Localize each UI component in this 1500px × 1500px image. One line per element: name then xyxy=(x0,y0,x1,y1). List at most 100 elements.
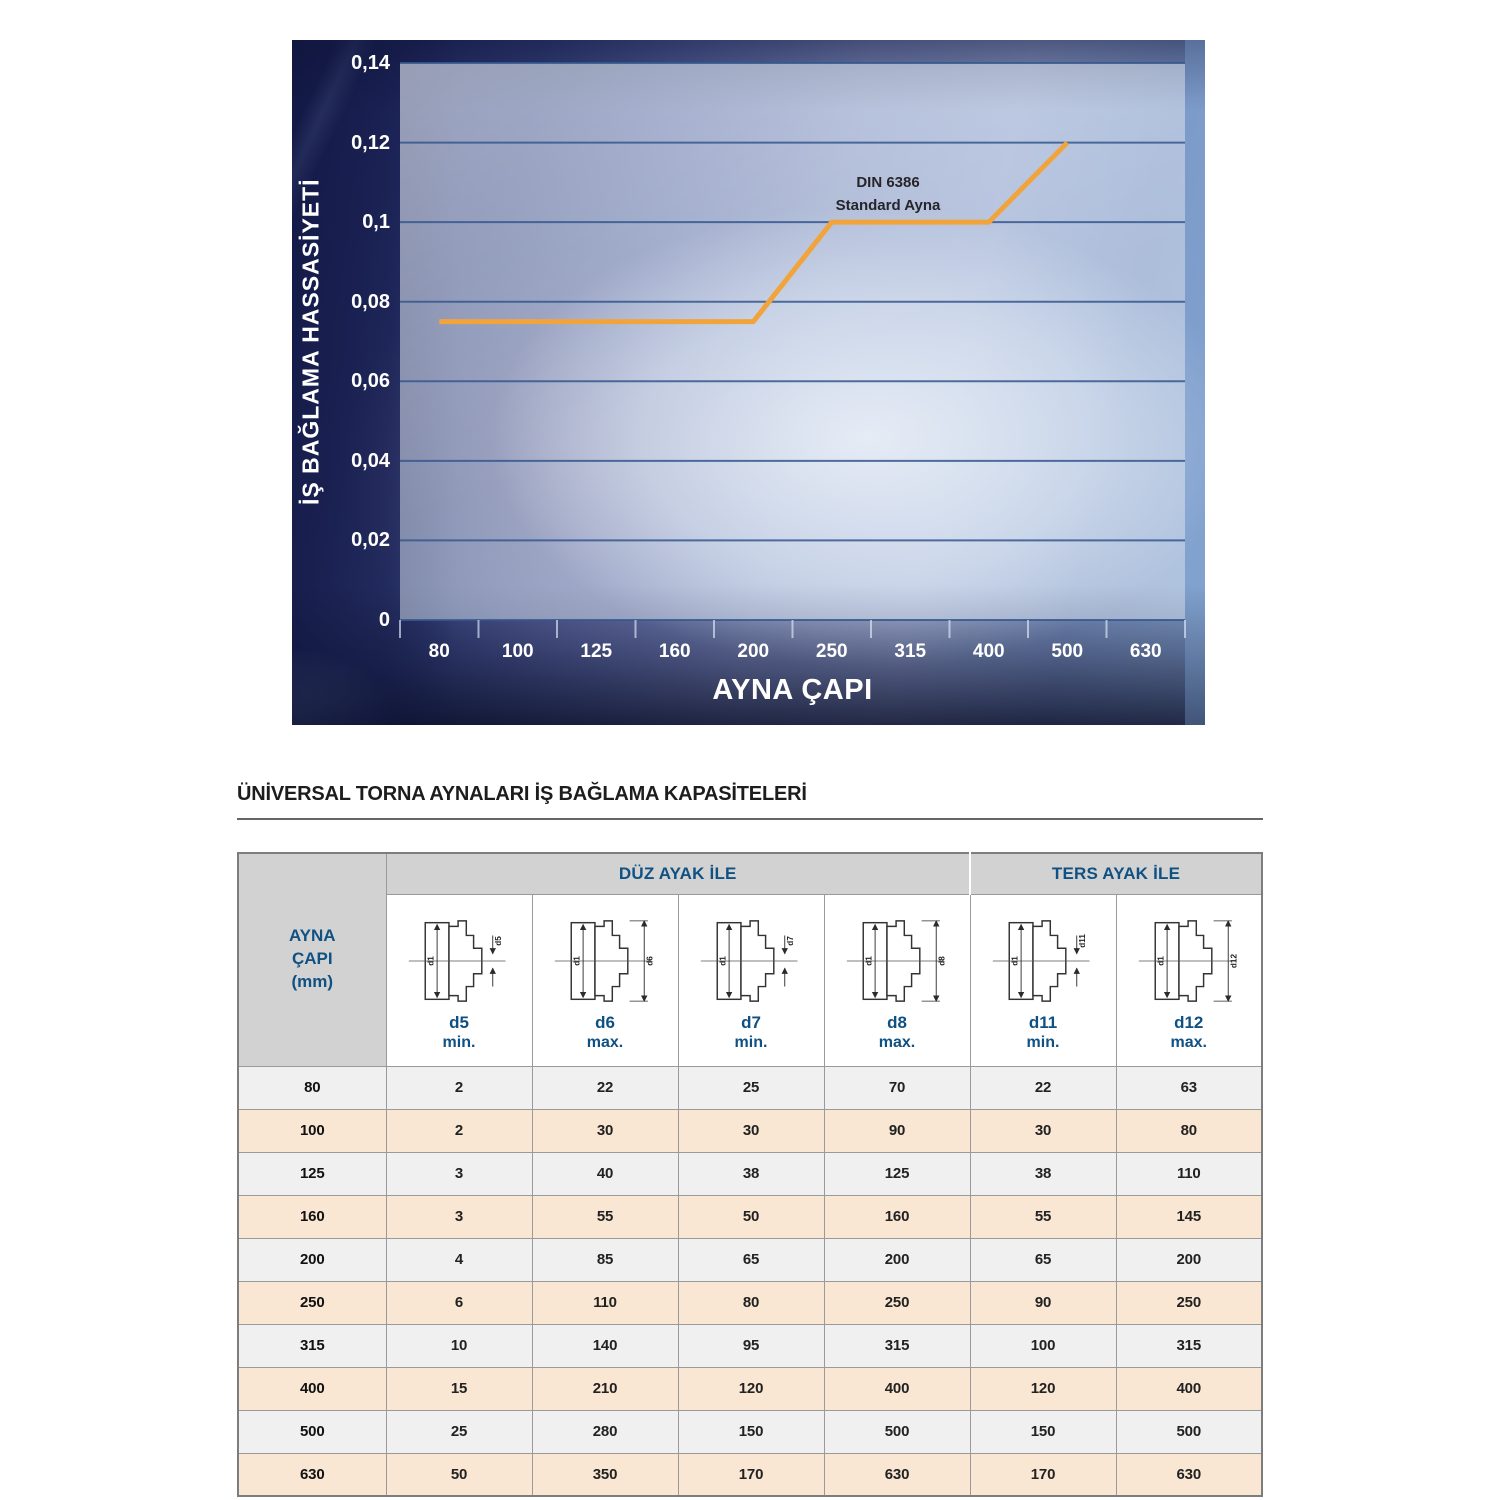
y-tick: 0,14 xyxy=(351,52,390,74)
capacity-cell: 95 xyxy=(677,1323,825,1368)
row-diameter: 500 xyxy=(237,1409,387,1454)
x-tick: 80 xyxy=(428,641,450,662)
y-axis-ticks: 0,14 0,12 0,1 0,08 0,06 0,04 0,02 0 xyxy=(292,52,390,631)
table-row: 630 50 350 170 630 170 630 xyxy=(237,1452,1263,1497)
svg-text:d5: d5 xyxy=(494,935,503,945)
x-tick: 630 xyxy=(1129,641,1162,662)
capacity-cell: 65 xyxy=(677,1237,825,1282)
chuck-column-d7: d1 d7 d7 min. xyxy=(677,893,825,1067)
capacity-cell: 145 xyxy=(1115,1194,1263,1239)
capacity-cell: 150 xyxy=(969,1409,1117,1454)
limit-label: max. xyxy=(1170,1033,1207,1051)
capacity-cell: 30 xyxy=(677,1108,825,1153)
chuck-column-d8: d1 d8 d8 max. xyxy=(823,893,971,1067)
capacity-cell: 350 xyxy=(531,1452,679,1497)
capacity-cell: 170 xyxy=(969,1452,1117,1497)
row-diameter: 100 xyxy=(237,1108,387,1153)
dimension-label: d8 xyxy=(887,1012,907,1032)
x-tick: 200 xyxy=(737,641,770,662)
capacity-cell: 500 xyxy=(823,1409,971,1454)
capacity-cell: 25 xyxy=(385,1409,533,1454)
y-tick: 0,02 xyxy=(351,529,390,552)
chuck-column-d5: d1 d5 d5 min. xyxy=(385,893,533,1067)
capacity-cell: 80 xyxy=(677,1280,825,1325)
svg-text:d6: d6 xyxy=(645,955,654,965)
x-tick: 400 xyxy=(972,641,1005,662)
capacity-cell: 65 xyxy=(969,1237,1117,1282)
capacity-cell: 280 xyxy=(531,1409,679,1454)
row-diameter: 400 xyxy=(237,1366,387,1411)
svg-text:d12: d12 xyxy=(1229,953,1238,968)
svg-text:d1: d1 xyxy=(572,955,581,965)
x-tick: 160 xyxy=(658,641,691,662)
capacity-cell: 210 xyxy=(531,1366,679,1411)
section-title: ÜNİVERSAL TORNA AYNALARI İŞ BAĞLAMA KAPA… xyxy=(237,783,807,805)
capacity-cell: 30 xyxy=(531,1108,679,1153)
limit-label: max. xyxy=(878,1033,916,1051)
capacity-cell: 30 xyxy=(969,1108,1117,1153)
capacity-cell: 120 xyxy=(677,1366,825,1411)
group-header-ters-ayak: TERS AYAK İLE xyxy=(969,852,1263,895)
svg-text:d1: d1 xyxy=(426,955,435,965)
capacity-cell: 150 xyxy=(677,1409,825,1454)
table-row: 200 4 85 65 200 65 200 xyxy=(237,1237,1263,1282)
capacity-cell: 2 xyxy=(385,1065,533,1110)
table-row: 100 2 30 30 90 30 80 xyxy=(237,1108,1263,1153)
capacity-cell: 63 xyxy=(1115,1065,1263,1110)
capacity-cell: 630 xyxy=(1115,1452,1263,1497)
x-axis-ticks: 80 100 125 160 200 250 315 400 500 630 xyxy=(400,640,1185,664)
capacity-cell: 50 xyxy=(677,1194,825,1239)
svg-text:d1: d1 xyxy=(1156,955,1165,965)
capacity-cell: 55 xyxy=(969,1194,1117,1239)
capacity-cell: 200 xyxy=(823,1237,971,1282)
capacity-cell: 38 xyxy=(969,1151,1117,1196)
table-row: 125 3 40 38 125 38 110 xyxy=(237,1151,1263,1196)
chuck-diagram-icon: d1 d11 xyxy=(992,919,1090,1002)
capacity-cell: 100 xyxy=(969,1323,1117,1368)
diagram-header-row: d1 d5 d5 min. d1 d6 d6 max. d1 d7 xyxy=(238,893,1263,1067)
y-tick: 0,12 xyxy=(351,131,390,154)
table-row: 80 2 22 25 70 22 63 xyxy=(237,1065,1263,1110)
y-tick: 0,08 xyxy=(351,290,390,313)
capacity-cell: 38 xyxy=(677,1151,825,1196)
capacity-cell: 125 xyxy=(823,1151,971,1196)
x-tick: 250 xyxy=(815,641,848,662)
table-row: 400 15 210 120 400 120 400 xyxy=(237,1366,1263,1411)
dimension-label: d11 xyxy=(1028,1012,1058,1032)
capacity-cell: 170 xyxy=(677,1452,825,1497)
capacity-cell: 110 xyxy=(531,1280,679,1325)
y-tick: 0,1 xyxy=(362,211,390,234)
capacity-cell: 25 xyxy=(677,1065,825,1110)
svg-text:d1: d1 xyxy=(864,955,873,965)
group-header-row: AYNA ÇAPI (mm) DÜZ AYAK İLE TERS AYAK İL… xyxy=(237,852,1263,1067)
capacity-cell: 110 xyxy=(1115,1151,1263,1196)
capacity-cell: 315 xyxy=(823,1323,971,1368)
capacity-cell: 140 xyxy=(531,1323,679,1368)
x-axis-title: AYNA ÇAPI xyxy=(712,674,873,706)
row-diameter: 200 xyxy=(237,1237,387,1282)
x-tick: 315 xyxy=(894,641,927,662)
capacity-cell: 200 xyxy=(1115,1237,1263,1282)
row-diameter: 80 xyxy=(237,1065,387,1110)
capacity-cell: 630 xyxy=(823,1452,971,1497)
chuck-diagram-icon: d1 d6 xyxy=(554,919,654,1002)
capacity-cell: 85 xyxy=(531,1237,679,1282)
table-row: 500 25 280 150 500 150 500 xyxy=(237,1409,1263,1454)
capacity-table: AYNA ÇAPI (mm) DÜZ AYAK İLE TERS AYAK İL… xyxy=(237,852,1263,1497)
limit-label: max. xyxy=(586,1033,624,1051)
capacity-cell: 315 xyxy=(1115,1323,1263,1368)
capacity-cell: 250 xyxy=(1115,1280,1263,1325)
table-row: 315 10 140 95 315 100 315 xyxy=(237,1323,1263,1368)
y-tick: 0 xyxy=(378,608,390,631)
capacity-cell: 80 xyxy=(1115,1108,1263,1153)
limit-label: min. xyxy=(442,1033,476,1051)
row-diameter: 250 xyxy=(237,1280,387,1325)
capacity-cell: 70 xyxy=(823,1065,971,1110)
y-tick: 0,04 xyxy=(351,449,390,472)
capacity-cell: 90 xyxy=(823,1108,971,1153)
row-diameter: 630 xyxy=(237,1452,387,1497)
dimension-label: d5 xyxy=(449,1012,469,1032)
table-row: 160 3 55 50 160 55 145 xyxy=(237,1194,1263,1239)
x-tick: 125 xyxy=(580,641,613,662)
capacity-cell: 400 xyxy=(1115,1366,1263,1411)
